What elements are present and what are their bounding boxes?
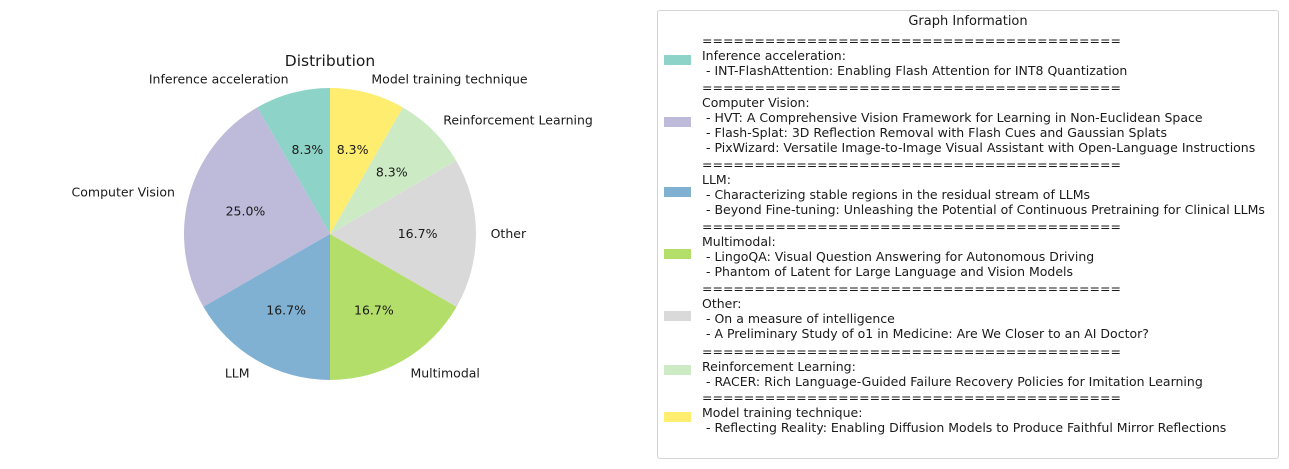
legend-separator: ======================================== [702, 79, 1121, 95]
legend-paper-title: - HVT: A Comprehensive Vision Framework … [702, 109, 1203, 125]
pie-chart: Distribution 8.3% 25.0% 16.7% 16.7% 16.7% 8.3… [72, 52, 593, 380]
pie-slice-model-training-technique [330, 88, 403, 234]
legend-category: Multimodal: [702, 234, 776, 250]
legend-separator: ======================================== [702, 343, 1121, 359]
legend-text: ========================================… [702, 80, 1255, 155]
legend-separator: ======================================== [702, 157, 1121, 173]
legend-category: Inference acceleration: [702, 48, 846, 63]
pie-slice-inference-acceleration [257, 88, 330, 234]
legend: Graph Information ======================… [657, 10, 1279, 459]
legend-separator: ======================================== [702, 219, 1121, 235]
pie-percent-label: 16.7% [398, 226, 438, 241]
legend-swatch [664, 248, 691, 259]
legend-text: ========================================… [702, 157, 1265, 217]
legend-category: Reinforcement Learning: [702, 358, 856, 374]
pie-category-label: Inference acceleration [149, 71, 289, 86]
legend-text: ========================================… [702, 281, 1149, 341]
pie-category-label: Reinforcement Learning [443, 113, 593, 128]
legend-swatch [664, 365, 691, 376]
legend-text: ========================================… [702, 219, 1121, 279]
legend-separator: ======================================== [702, 281, 1121, 297]
legend-paper-title: - Phantom of Latent for Large Language a… [702, 264, 1074, 280]
legend-paper-title: - A Preliminary Study of o1 in Medicine:… [702, 326, 1149, 342]
legend-paper-title: - Beyond Fine-tuning: Unleashing the Pot… [702, 202, 1265, 218]
legend-text: ========================================… [702, 344, 1203, 389]
pie-percent-label: 16.7% [266, 302, 306, 317]
legend-paper-title: - On a measure of intelligence [702, 311, 895, 327]
pie-slice-multimodal [330, 234, 457, 380]
legend-paper-title: - Characterizing stable regions in the r… [702, 187, 1091, 203]
pie-category-label: Model training technique [371, 71, 528, 86]
legend-category: Computer Vision: [702, 94, 810, 110]
pie-percent-label: 16.7% [354, 302, 394, 317]
pie-category-label: Other [491, 226, 527, 241]
pie-slice-other [330, 160, 476, 307]
pie-category-label: Computer Vision [72, 185, 175, 200]
legend-paper-title: - PixWizard: Versatile Image-to-Image Vi… [702, 139, 1256, 155]
pie-percent-label: 8.3% [376, 164, 408, 179]
legend-paper-title: - Reflecting Reality: Enabling Diffusion… [702, 420, 1227, 436]
pie-percent-label: 25.0% [226, 204, 266, 219]
legend-category: Model training technique: [702, 405, 863, 421]
pie-slice-llm [203, 234, 330, 380]
pie-percent-label: 8.3% [292, 142, 324, 157]
legend-swatch [664, 310, 691, 321]
legend-swatch [664, 412, 691, 423]
legend-category: LLM: [702, 172, 731, 188]
pie-slice-computer-vision [183, 107, 330, 307]
pie-slice-reinforcement-learning [330, 107, 457, 234]
legend-separator: ======================================== [702, 390, 1121, 406]
legend-swatch [664, 54, 691, 65]
chart-title: Distribution [285, 52, 375, 70]
legend-text: ========================================… [702, 33, 1127, 78]
pie-category-label: LLM [225, 365, 250, 380]
legend-paper-title: - INT-FlashAttention: Enabling Flash Att… [702, 63, 1128, 78]
legend-category: Other: [702, 296, 742, 312]
legend-title: Graph Information [908, 14, 1028, 29]
legend-swatch [664, 186, 691, 197]
legend-swatch [664, 116, 691, 127]
legend-paper-title: - RACER: Rich Language-Guided Failure Re… [702, 373, 1203, 389]
legend-paper-title: - Flash-Splat: 3D Reflection Removal wit… [702, 124, 1167, 140]
pie-percent-label: 8.3% [337, 142, 369, 157]
legend-text: ========================================… [702, 390, 1226, 435]
legend-separator: ======================================== [702, 33, 1121, 48]
pie-category-label: Multimodal [410, 365, 479, 380]
legend-paper-title: - LingoQA: Visual Question Answering for… [702, 249, 1095, 265]
